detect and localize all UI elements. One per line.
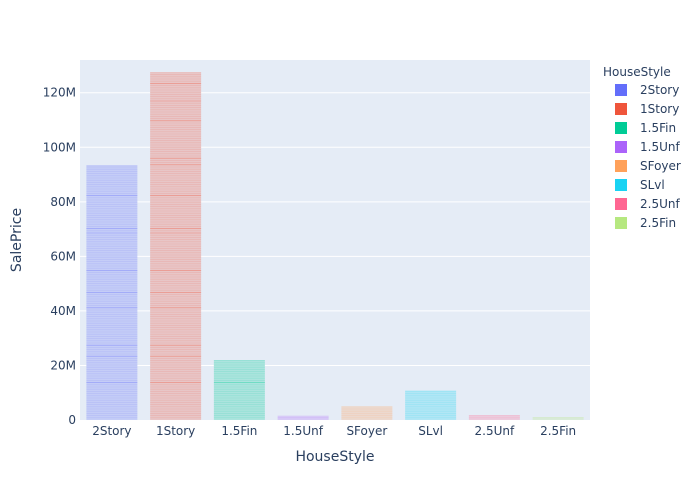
legend-swatch xyxy=(615,122,627,134)
legend-label: 1.5Unf xyxy=(640,140,680,154)
legend-label: SLvl xyxy=(640,178,665,192)
legend-item-1.5Fin[interactable]: 1.5Fin xyxy=(615,121,676,135)
x-tick-label: 1.5Unf xyxy=(283,424,323,438)
legend-label: 2Story xyxy=(640,83,679,97)
legend-title: HouseStyle xyxy=(603,65,671,79)
legend-swatch xyxy=(615,160,627,172)
y-tick-labels: 0 20M 40M 60M 80M 100M 120M xyxy=(43,86,76,427)
y-tick-label: 40M xyxy=(50,304,76,318)
bar xyxy=(341,406,393,420)
bar xyxy=(405,390,457,420)
legend-swatch xyxy=(615,198,627,210)
legend-label: SFoyer xyxy=(640,159,681,173)
bar-1.5Unf xyxy=(277,415,329,420)
x-tick-label: 1Story xyxy=(156,424,195,438)
legend-swatch xyxy=(615,217,627,229)
bar xyxy=(532,417,584,420)
y-tick-label: 20M xyxy=(50,358,76,372)
bar-SFoyer xyxy=(341,406,393,420)
y-axis-title: SalePrice xyxy=(9,208,25,272)
bar-SLvl xyxy=(405,390,457,420)
bars xyxy=(86,72,584,420)
bar-2.5Fin xyxy=(532,417,584,420)
y-tick-label: 60M xyxy=(50,249,76,263)
legend-item-2.5Unf[interactable]: 2.5Unf xyxy=(615,197,680,211)
bar xyxy=(213,360,265,420)
legend-swatch xyxy=(615,179,627,191)
legend-item-SFoyer[interactable]: SFoyer xyxy=(615,159,681,173)
legend-item-1Story[interactable]: 1Story xyxy=(615,102,679,116)
legend-label: 1Story xyxy=(640,102,679,116)
y-tick-label: 100M xyxy=(43,140,76,154)
legend-item-1.5Unf[interactable]: 1.5Unf xyxy=(615,140,680,154)
legend-swatch xyxy=(615,141,627,153)
x-tick-label: SLvl xyxy=(418,424,443,438)
legend-item-SLvl[interactable]: SLvl xyxy=(615,178,665,192)
bar-1.5Fin xyxy=(213,360,265,420)
bar-2.5Unf xyxy=(468,415,520,420)
legend-swatch xyxy=(615,103,627,115)
bar-2Story xyxy=(86,165,138,420)
legend-swatch xyxy=(615,84,627,96)
legend: HouseStyle 2Story 1Story 1.5Fin 1.5Unf SFoye… xyxy=(603,65,681,230)
legend-item-2Story[interactable]: 2Story xyxy=(615,83,679,97)
y-tick-label: 80M xyxy=(50,195,76,209)
legend-label: 2.5Unf xyxy=(640,197,680,211)
x-tick-label: 2.5Fin xyxy=(540,424,576,438)
x-axis-title: HouseStyle xyxy=(295,449,374,465)
legend-label: 2.5Fin xyxy=(640,216,676,230)
x-tick-label: 2.5Unf xyxy=(475,424,515,438)
bar xyxy=(468,415,520,420)
x-tick-label: 1.5Fin xyxy=(221,424,257,438)
x-tick-labels: 2Story 1Story 1.5Fin 1.5Unf SFoyer SLvl 2.5Unf… xyxy=(92,424,576,438)
y-tick-label: 120M xyxy=(43,86,76,100)
y-tick-label: 0 xyxy=(68,413,76,427)
legend-item-2.5Fin[interactable]: 2.5Fin xyxy=(615,216,676,230)
x-tick-label: 2Story xyxy=(92,424,131,438)
legend-label: 1.5Fin xyxy=(640,121,676,135)
bar-1Story xyxy=(150,72,202,420)
bar xyxy=(150,72,202,420)
bar xyxy=(277,415,329,420)
x-tick-label: SFoyer xyxy=(346,424,387,438)
